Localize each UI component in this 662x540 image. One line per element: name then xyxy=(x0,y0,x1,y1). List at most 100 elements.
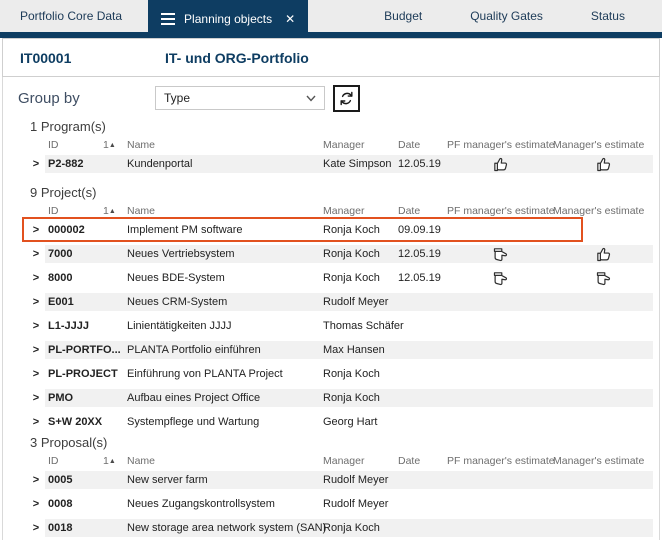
column-date[interactable]: Date xyxy=(398,455,421,467)
hamburger-menu-icon[interactable] xyxy=(161,13,176,25)
row-id-link[interactable]: L1-JJJJ xyxy=(48,320,89,332)
manager-estimate-cell[interactable] xyxy=(553,245,653,263)
table-row[interactable]: > 8000 Neues BDE-System Ronja Koch 12.05… xyxy=(27,269,659,287)
expand-chevron-icon[interactable]: > xyxy=(32,248,40,260)
table-row[interactable]: > PL-PROJECT Einführung von PLANTA Proje… xyxy=(27,365,659,383)
expand-chevron-icon[interactable]: > xyxy=(32,320,40,332)
column-id[interactable]: ID xyxy=(48,455,59,467)
pf-estimate-cell[interactable] xyxy=(447,413,553,431)
pf-estimate-cell[interactable] xyxy=(447,245,553,263)
refresh-button[interactable] xyxy=(333,84,360,112)
pf-estimate-cell[interactable] xyxy=(447,155,553,173)
manager-estimate-cell[interactable] xyxy=(553,389,653,407)
tab-bar: Portfolio Core Data Planning objects ✕ B… xyxy=(0,0,662,38)
expand-chevron-icon[interactable]: > xyxy=(32,272,40,284)
column-pf-estimate[interactable]: PF manager's estimate xyxy=(447,205,555,217)
pf-estimate-cell[interactable] xyxy=(447,389,553,407)
row-date xyxy=(398,341,447,359)
pf-estimate-cell[interactable] xyxy=(447,269,553,287)
table-row[interactable]: > 0008 Neues Zugangskontrollsystem Rudol… xyxy=(27,495,659,513)
table-row[interactable]: > P2-882 Kundenportal Kate Simpson 12.05… xyxy=(27,155,659,173)
column-manager[interactable]: Manager xyxy=(323,455,365,467)
pf-estimate-cell[interactable] xyxy=(447,365,553,383)
group-by-select[interactable]: Type xyxy=(155,86,325,110)
pf-estimate-cell[interactable] xyxy=(447,293,553,311)
sort-indicator[interactable]: 1▲ xyxy=(103,139,116,151)
manager-estimate-cell[interactable] xyxy=(553,365,653,383)
expand-chevron-icon[interactable]: > xyxy=(32,344,40,356)
column-pf-estimate[interactable]: PF manager's estimate xyxy=(447,455,555,467)
expand-chevron-icon[interactable]: > xyxy=(32,522,40,534)
column-manager[interactable]: Manager xyxy=(323,139,365,151)
manager-estimate-cell[interactable] xyxy=(553,155,653,173)
tab-planning-objects[interactable]: Planning objects ✕ xyxy=(148,0,309,38)
table-row[interactable]: > E001 Neues CRM-System Rudolf Meyer xyxy=(27,293,659,311)
column-manager-estimate[interactable]: Manager's estimate xyxy=(553,455,645,467)
manager-estimate-cell[interactable] xyxy=(553,341,653,359)
column-date[interactable]: Date xyxy=(398,139,421,151)
table-row[interactable]: > 0005 New server farm Rudolf Meyer xyxy=(27,471,659,489)
sort-indicator[interactable]: 1▲ xyxy=(103,205,116,217)
expand-chevron-icon[interactable]: > xyxy=(32,474,40,486)
column-id[interactable]: ID xyxy=(48,139,59,151)
column-pf-estimate[interactable]: PF manager's estimate xyxy=(447,139,555,151)
row-id-link[interactable]: 000002 xyxy=(48,224,85,236)
row-id-link[interactable]: E001 xyxy=(45,293,103,311)
pf-estimate-cell[interactable] xyxy=(447,495,553,513)
row-id-link[interactable]: 0005 xyxy=(45,471,103,489)
tab-budget[interactable]: Budget xyxy=(384,9,423,23)
column-manager[interactable]: Manager xyxy=(323,205,365,217)
row-id-link[interactable]: P2-882 xyxy=(45,155,103,173)
table-row-selected[interactable]: > 000002 Implement PM software Ronja Koc… xyxy=(22,217,659,242)
pf-estimate-cell[interactable] xyxy=(447,341,553,359)
column-date[interactable]: Date xyxy=(398,205,421,217)
manager-estimate-cell[interactable] xyxy=(553,495,653,513)
manager-estimate-cell[interactable] xyxy=(553,413,653,431)
row-id-link[interactable]: 8000 xyxy=(48,272,73,284)
row-id-link[interactable]: 7000 xyxy=(45,245,103,263)
manager-estimate-cell[interactable] xyxy=(553,221,653,239)
expand-chevron-icon[interactable]: > xyxy=(32,224,40,236)
thumb-neutral-icon xyxy=(596,271,610,285)
expand-chevron-icon[interactable]: > xyxy=(32,296,40,308)
table-row[interactable]: > 7000 Neues Vertriebsystem Ronja Koch 1… xyxy=(27,245,659,263)
pf-estimate-cell[interactable] xyxy=(447,317,553,335)
expand-chevron-icon[interactable]: > xyxy=(32,498,40,510)
expand-chevron-icon[interactable]: > xyxy=(32,158,40,170)
expand-chevron-icon[interactable]: > xyxy=(32,392,40,404)
manager-estimate-cell[interactable] xyxy=(553,317,653,335)
row-id-link[interactable]: 0018 xyxy=(45,519,103,537)
row-id-link[interactable]: PL-PORTFO... xyxy=(45,341,121,359)
table-row[interactable]: > S+W 20XX Systempflege und Wartung Geor… xyxy=(27,413,659,431)
column-name[interactable]: Name xyxy=(127,455,156,467)
close-tab-icon[interactable]: ✕ xyxy=(285,12,296,26)
column-name[interactable]: Name xyxy=(127,205,156,217)
row-id-link[interactable]: 0008 xyxy=(48,498,73,510)
row-id-link[interactable]: PMO xyxy=(45,389,103,407)
manager-estimate-cell[interactable] xyxy=(553,519,653,537)
column-manager-estimate[interactable]: Manager's estimate xyxy=(553,139,645,151)
pf-estimate-cell[interactable] xyxy=(447,519,553,537)
table-row[interactable]: > 0018 New storage area network system (… xyxy=(27,519,659,537)
column-id[interactable]: ID xyxy=(48,205,59,217)
row-id-link[interactable]: PL-PROJECT xyxy=(48,368,118,380)
row-manager: Ronja Koch xyxy=(323,224,380,236)
expand-chevron-icon[interactable]: > xyxy=(32,368,40,380)
pf-estimate-cell[interactable] xyxy=(447,221,553,239)
tab-status[interactable]: Status xyxy=(590,9,625,23)
row-id-link[interactable]: S+W 20XX xyxy=(48,416,103,428)
sort-indicator[interactable]: 1▲ xyxy=(103,455,116,467)
manager-estimate-cell[interactable] xyxy=(553,471,653,489)
tab-portfolio-core-data[interactable]: Portfolio Core Data xyxy=(20,9,123,23)
sort-asc-icon: ▲ xyxy=(108,142,116,149)
column-name[interactable]: Name xyxy=(127,139,156,151)
pf-estimate-cell[interactable] xyxy=(447,471,553,489)
manager-estimate-cell[interactable] xyxy=(553,269,653,287)
table-row[interactable]: > L1-JJJJ Linientätigkeiten JJJJ Thomas … xyxy=(27,317,659,335)
expand-chevron-icon[interactable]: > xyxy=(32,416,40,428)
tab-quality-gates[interactable]: Quality Gates xyxy=(470,9,543,23)
table-row[interactable]: > PL-PORTFO... PLANTA Portfolio einführe… xyxy=(27,341,659,359)
manager-estimate-cell[interactable] xyxy=(553,293,653,311)
table-row[interactable]: > PMO Aufbau eines Project Office Ronja … xyxy=(27,389,659,407)
column-manager-estimate[interactable]: Manager's estimate xyxy=(553,205,645,217)
